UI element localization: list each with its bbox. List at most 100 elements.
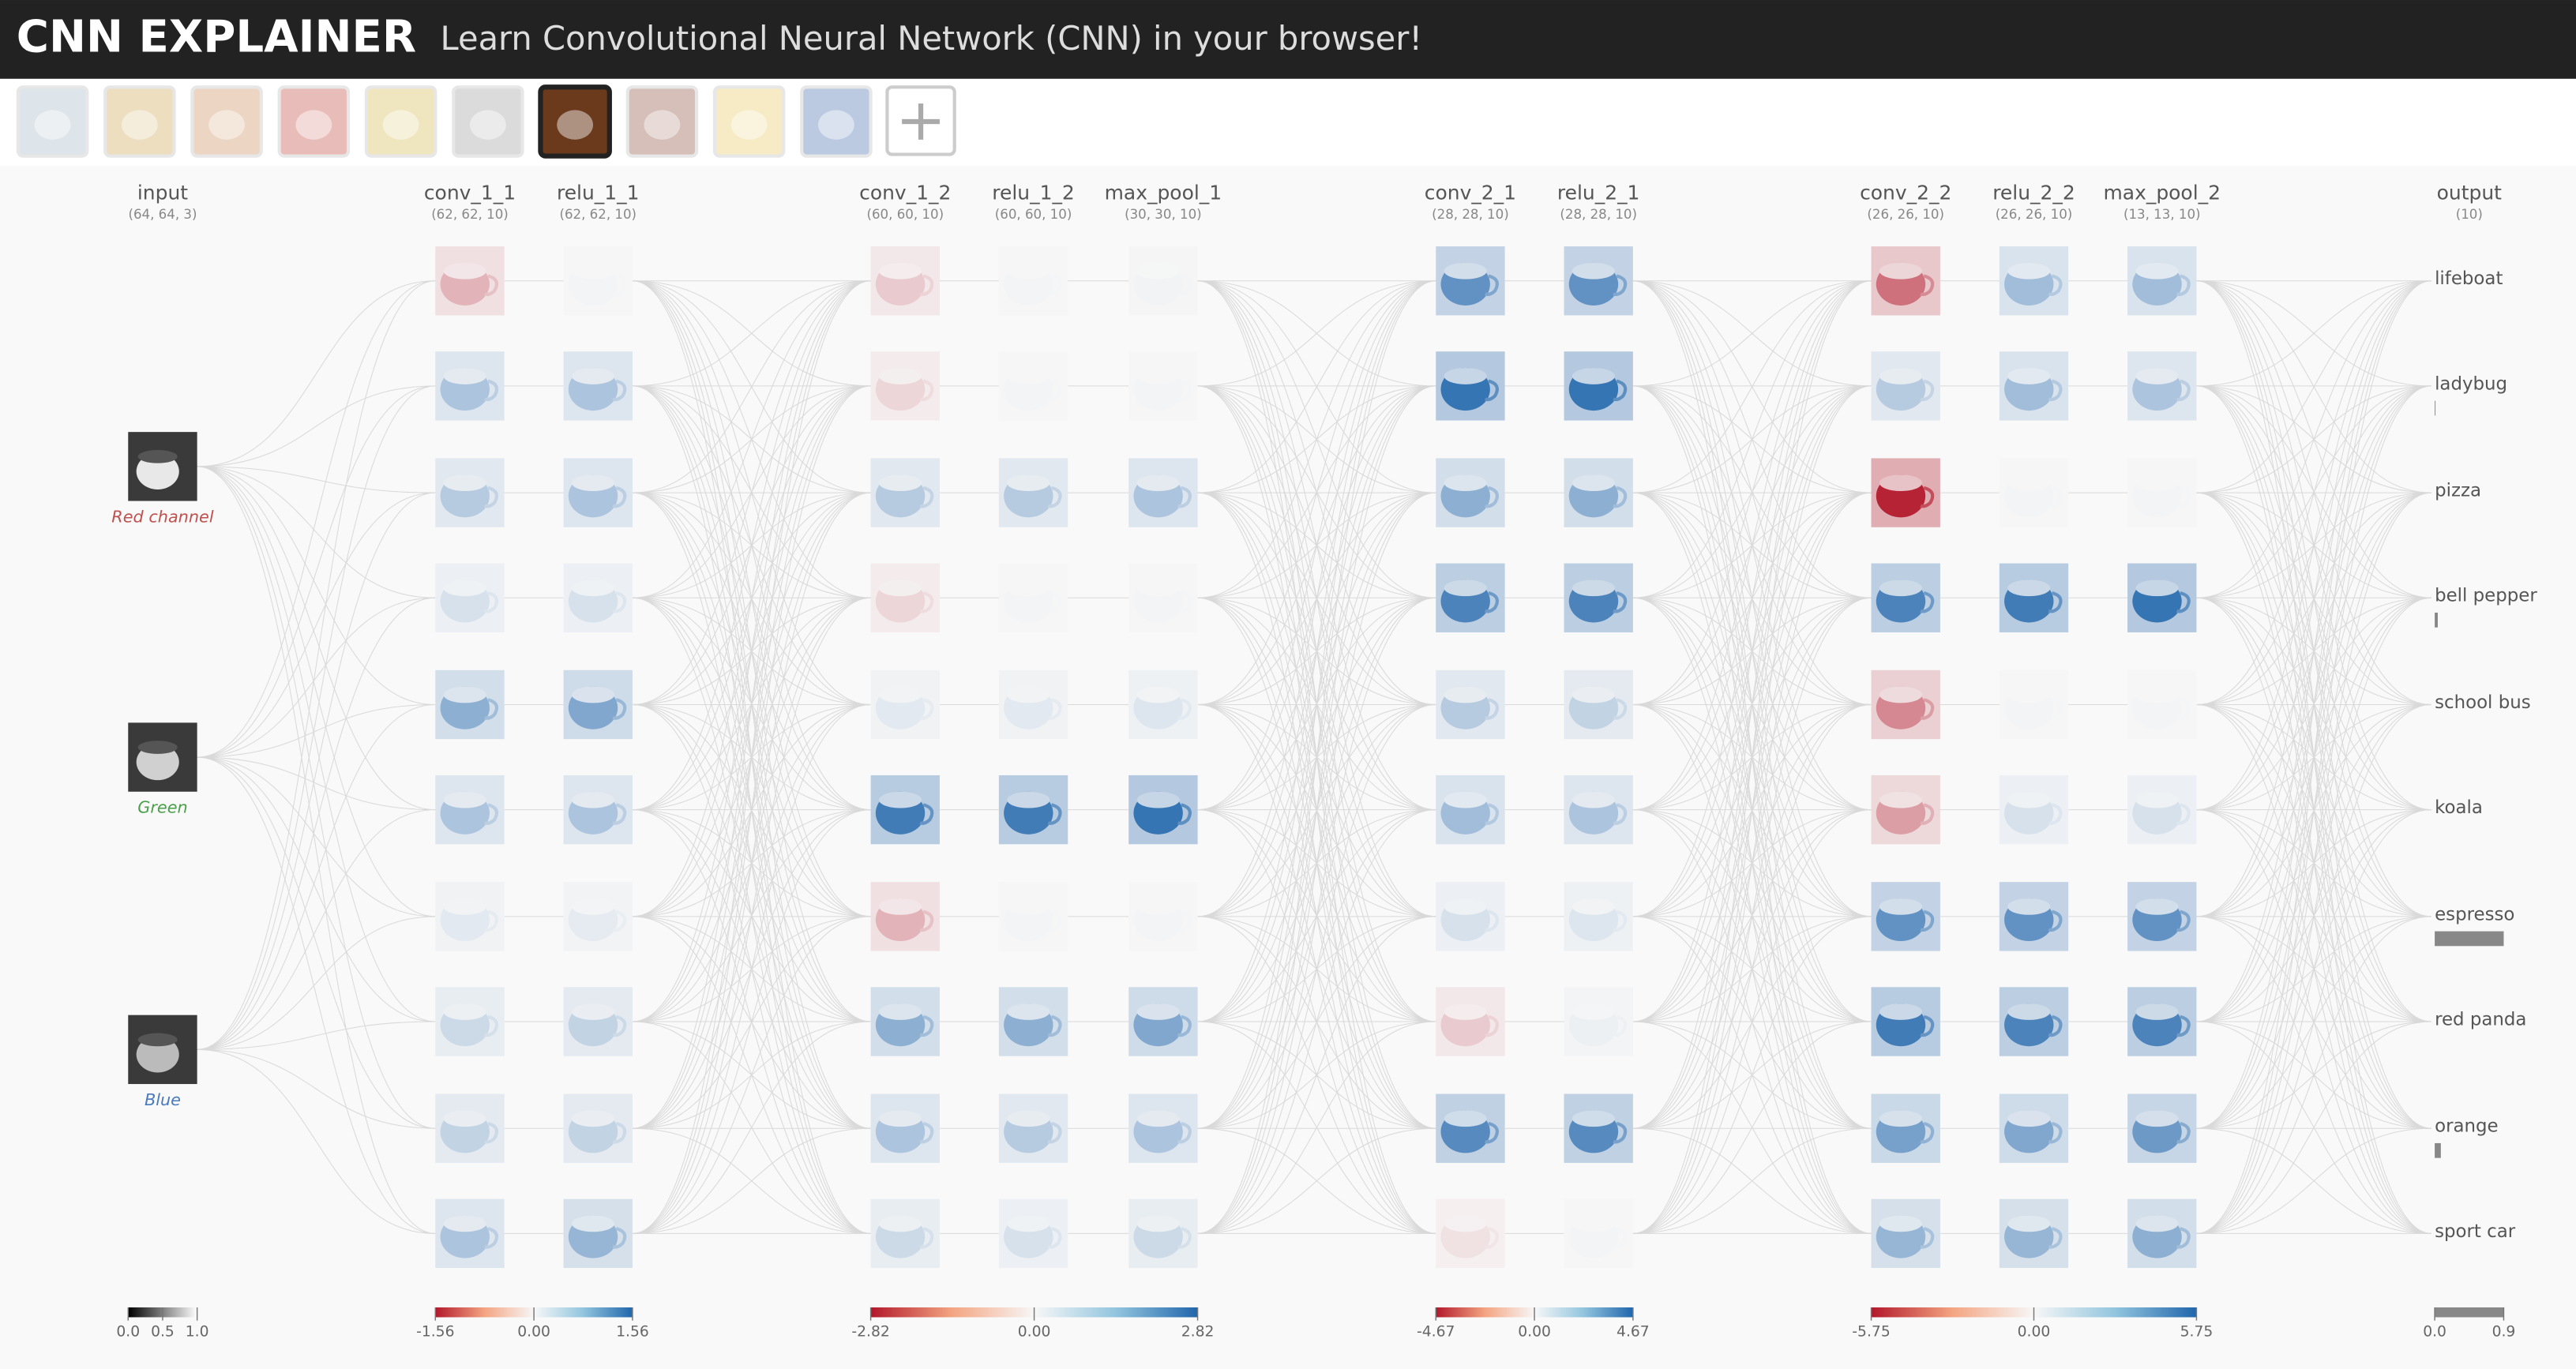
- feature-map[interactable]: [998, 246, 1068, 316]
- feature-map[interactable]: [998, 987, 1068, 1056]
- feature-map[interactable]: [435, 987, 505, 1056]
- feature-map[interactable]: [1871, 351, 1940, 421]
- feature-map[interactable]: [1128, 1093, 1198, 1163]
- feature-map[interactable]: [1128, 775, 1198, 845]
- feature-map[interactable]: [435, 1093, 505, 1163]
- feature-map[interactable]: [1436, 1198, 1505, 1269]
- feature-map[interactable]: [870, 987, 940, 1056]
- feature-map[interactable]: [435, 351, 505, 421]
- feature-map[interactable]: [870, 458, 940, 527]
- feature-map[interactable]: [1564, 669, 1633, 740]
- class-label[interactable]: ladybug: [2435, 373, 2507, 394]
- feature-map[interactable]: [563, 351, 633, 421]
- feature-map[interactable]: [2127, 775, 2197, 845]
- feature-map[interactable]: [998, 775, 1068, 845]
- feature-map[interactable]: [435, 246, 505, 316]
- feature-map[interactable]: [1564, 1198, 1633, 1269]
- feature-map[interactable]: [1871, 669, 1940, 740]
- feature-map[interactable]: [1436, 563, 1505, 632]
- feature-map[interactable]: [1128, 351, 1198, 421]
- feature-map[interactable]: [435, 775, 505, 845]
- feature-map[interactable]: [870, 246, 940, 316]
- feature-map[interactable]: [870, 1093, 940, 1163]
- feature-map[interactable]: [1436, 351, 1505, 421]
- feature-map[interactable]: [870, 775, 940, 845]
- feature-map[interactable]: [1999, 882, 2069, 951]
- feature-map[interactable]: [2127, 882, 2197, 951]
- class-label[interactable]: red panda: [2435, 1009, 2526, 1030]
- feature-map[interactable]: [2127, 987, 2197, 1056]
- feature-map[interactable]: [1564, 563, 1633, 632]
- feature-map[interactable]: [1564, 775, 1633, 845]
- feature-map[interactable]: [998, 351, 1068, 421]
- feature-map[interactable]: [1999, 246, 2069, 316]
- class-label[interactable]: sport car: [2435, 1221, 2516, 1242]
- feature-map[interactable]: [2127, 458, 2197, 527]
- feature-map[interactable]: [1564, 882, 1633, 951]
- feature-map[interactable]: [870, 669, 940, 740]
- feature-map[interactable]: [2127, 669, 2197, 740]
- feature-map[interactable]: [998, 563, 1068, 632]
- feature-map[interactable]: [1128, 246, 1198, 316]
- feature-map[interactable]: [1871, 563, 1940, 632]
- feature-map[interactable]: [1436, 882, 1505, 951]
- feature-map[interactable]: [1436, 1093, 1505, 1163]
- feature-map[interactable]: [870, 351, 940, 421]
- feature-map[interactable]: [1999, 669, 2069, 740]
- input-channel[interactable]: [128, 722, 197, 792]
- feature-map[interactable]: [563, 246, 633, 316]
- feature-map[interactable]: [563, 1093, 633, 1163]
- image-thumbnail[interactable]: [16, 85, 89, 158]
- feature-map[interactable]: [1436, 458, 1505, 527]
- feature-map[interactable]: [435, 669, 505, 740]
- feature-map[interactable]: [1564, 987, 1633, 1056]
- feature-map[interactable]: [1999, 351, 2069, 421]
- feature-map[interactable]: [1436, 669, 1505, 740]
- class-label[interactable]: orange: [2435, 1116, 2499, 1137]
- feature-map[interactable]: [1871, 775, 1940, 845]
- feature-map[interactable]: [1128, 1198, 1198, 1269]
- feature-map[interactable]: [435, 458, 505, 527]
- image-thumbnail[interactable]: [452, 85, 524, 158]
- feature-map[interactable]: [998, 882, 1068, 951]
- class-label[interactable]: pizza: [2435, 481, 2481, 501]
- feature-map[interactable]: [563, 882, 633, 951]
- feature-map[interactable]: [998, 1198, 1068, 1269]
- feature-map[interactable]: [1871, 1198, 1940, 1269]
- image-thumbnail[interactable]: [538, 84, 612, 159]
- feature-map[interactable]: [1999, 987, 2069, 1056]
- feature-map[interactable]: [2127, 1093, 2197, 1163]
- class-label[interactable]: lifeboat: [2435, 268, 2503, 289]
- feature-map[interactable]: [1128, 669, 1198, 740]
- feature-map[interactable]: [563, 1198, 633, 1269]
- input-channel[interactable]: [128, 1015, 197, 1085]
- class-label[interactable]: koala: [2435, 797, 2483, 818]
- class-label[interactable]: school bus: [2435, 692, 2531, 713]
- feature-map[interactable]: [1871, 1093, 1940, 1163]
- class-label[interactable]: espresso: [2435, 904, 2514, 925]
- image-thumbnail[interactable]: [800, 85, 873, 158]
- feature-map[interactable]: [870, 563, 940, 632]
- image-thumbnail[interactable]: [364, 85, 437, 158]
- feature-map[interactable]: [1564, 351, 1633, 421]
- image-thumbnail[interactable]: [277, 85, 351, 158]
- image-thumbnail[interactable]: [103, 85, 176, 158]
- feature-map[interactable]: [2127, 351, 2197, 421]
- feature-map[interactable]: [1564, 246, 1633, 316]
- feature-map[interactable]: [870, 882, 940, 951]
- feature-map[interactable]: [435, 1198, 505, 1269]
- feature-map[interactable]: [563, 458, 633, 527]
- feature-map[interactable]: [1999, 563, 2069, 632]
- class-label[interactable]: bell pepper: [2435, 586, 2537, 606]
- feature-map[interactable]: [563, 669, 633, 740]
- image-thumbnail[interactable]: [625, 85, 699, 158]
- feature-map[interactable]: [1871, 987, 1940, 1056]
- feature-map[interactable]: [1564, 1093, 1633, 1163]
- feature-map[interactable]: [1128, 563, 1198, 632]
- feature-map[interactable]: [998, 669, 1068, 740]
- feature-map[interactable]: [1128, 458, 1198, 527]
- feature-map[interactable]: [563, 775, 633, 845]
- feature-map[interactable]: [2127, 246, 2197, 316]
- feature-map[interactable]: [1436, 987, 1505, 1056]
- feature-map[interactable]: [1128, 882, 1198, 951]
